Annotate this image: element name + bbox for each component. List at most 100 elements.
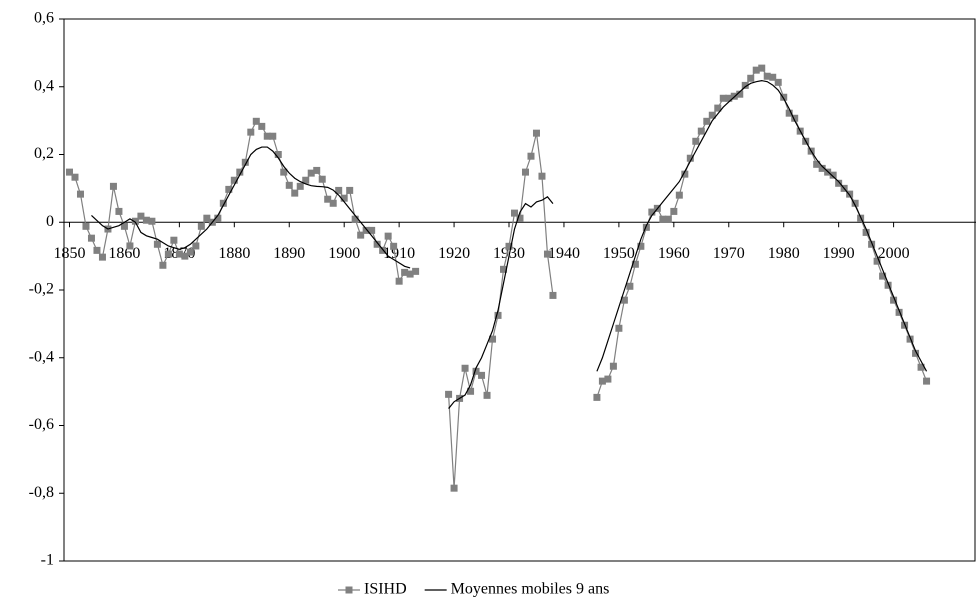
marker <box>192 242 200 250</box>
x-tick-label: 1850 <box>53 245 85 262</box>
marker <box>318 175 326 183</box>
marker <box>230 176 238 184</box>
marker <box>98 253 106 261</box>
marker <box>769 73 777 81</box>
x-tick-label: 1900 <box>328 245 360 262</box>
y-tick-label: -0,8 <box>29 484 54 501</box>
marker <box>813 160 821 168</box>
marker <box>120 222 128 230</box>
marker <box>296 182 304 190</box>
marker <box>752 66 760 74</box>
y-tick-label: 0,6 <box>34 10 54 27</box>
marker <box>637 242 645 250</box>
marker <box>758 64 766 72</box>
marker <box>686 154 694 162</box>
marker <box>912 349 920 357</box>
marker <box>719 94 727 102</box>
marker <box>741 81 749 89</box>
marker <box>412 267 420 275</box>
y-tick-label: -0,2 <box>29 281 54 298</box>
marker <box>335 186 343 194</box>
marker <box>131 217 139 225</box>
marker <box>862 228 870 236</box>
marker <box>906 335 914 343</box>
marker <box>609 362 617 370</box>
marker <box>87 234 95 242</box>
marker <box>593 393 601 401</box>
marker <box>197 222 205 230</box>
marker <box>203 214 211 222</box>
marker <box>631 260 639 268</box>
marker <box>175 250 183 258</box>
marker <box>153 240 161 248</box>
marker <box>527 152 535 160</box>
x-tick-label: 1890 <box>273 245 305 262</box>
marker <box>164 250 172 258</box>
marker <box>115 207 123 215</box>
marker <box>313 166 321 174</box>
marker <box>170 236 178 244</box>
marker <box>598 377 606 385</box>
x-tick-label: 1960 <box>658 245 690 262</box>
marker <box>620 296 628 304</box>
marker <box>511 209 519 217</box>
marker <box>324 195 332 203</box>
marker <box>494 311 502 319</box>
marker <box>137 212 145 220</box>
x-tick-label: 1860 <box>108 245 140 262</box>
marker <box>274 151 282 158</box>
marker <box>263 132 271 140</box>
x-tick-label: 1920 <box>438 245 470 262</box>
marker <box>483 391 491 399</box>
series-line <box>91 80 928 409</box>
marker <box>76 190 84 198</box>
marker <box>109 182 117 190</box>
marker <box>126 242 134 250</box>
marker <box>82 222 90 230</box>
marker <box>538 172 546 180</box>
marker <box>71 173 79 181</box>
marker <box>384 232 392 240</box>
marker <box>879 272 887 280</box>
marker <box>500 265 508 273</box>
legend-label: Moyennes mobiles 9 ans <box>451 581 610 598</box>
marker <box>851 199 859 207</box>
marker <box>159 261 167 269</box>
marker <box>406 270 414 278</box>
marker <box>664 215 672 223</box>
marker <box>395 277 403 285</box>
marker <box>219 199 227 207</box>
x-tick-label: 2000 <box>878 245 910 262</box>
marker <box>895 308 903 316</box>
y-tick-label: 0 <box>46 213 54 230</box>
marker <box>302 176 310 184</box>
marker <box>648 208 656 216</box>
marker <box>846 190 854 198</box>
marker <box>714 104 722 112</box>
y-tick-label: -0,6 <box>29 416 54 433</box>
y-tick-label: -1 <box>41 552 54 569</box>
marker <box>445 390 453 398</box>
marker <box>362 226 370 234</box>
marker <box>379 246 387 254</box>
marker <box>681 170 689 178</box>
marker <box>373 240 381 248</box>
marker <box>697 127 705 135</box>
marker <box>923 377 931 385</box>
marker <box>291 189 299 197</box>
marker <box>346 186 354 194</box>
x-tick-label: 1910 <box>383 245 415 262</box>
marker <box>670 207 678 215</box>
marker <box>818 164 826 172</box>
marker <box>675 191 683 199</box>
marker <box>181 252 189 260</box>
marker <box>186 248 194 256</box>
y-tick-label: 0,2 <box>34 145 54 162</box>
marker <box>725 94 733 102</box>
marker <box>351 215 359 223</box>
marker <box>604 375 612 383</box>
marker <box>884 281 892 289</box>
marker <box>835 179 843 187</box>
marker <box>340 194 348 202</box>
marker <box>917 363 925 371</box>
